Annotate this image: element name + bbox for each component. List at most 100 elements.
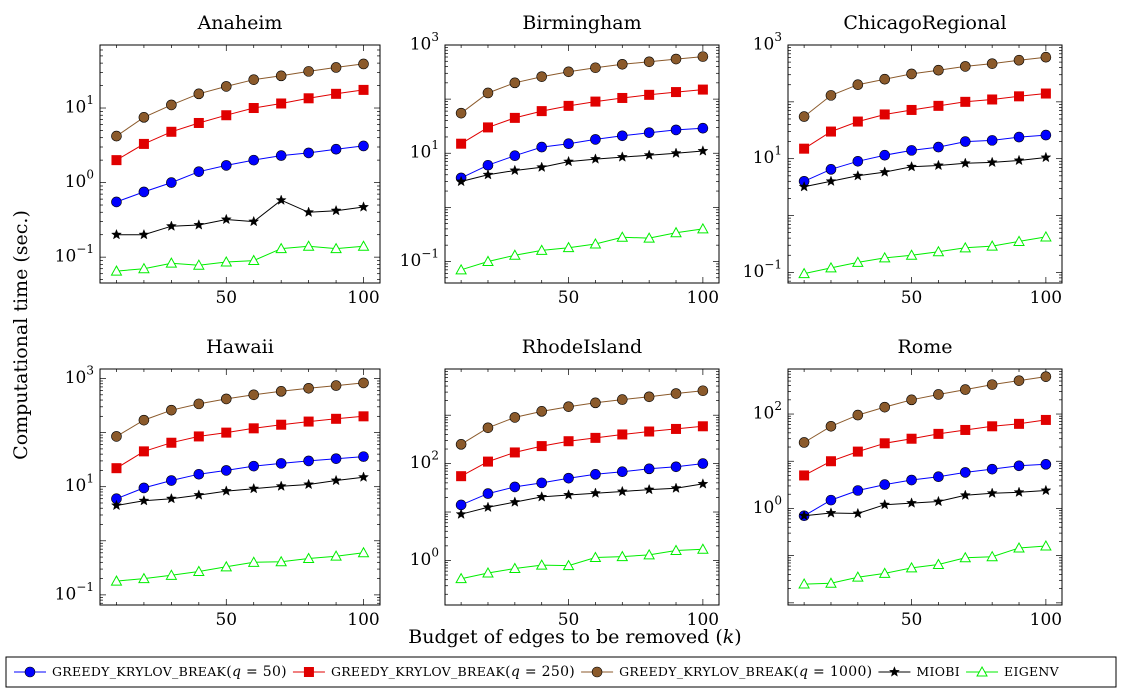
data-point: [1013, 154, 1025, 166]
x-tick-label: 100: [347, 288, 379, 308]
x-tick-label: 50: [558, 610, 580, 630]
data-point: [193, 431, 204, 442]
series-line: [116, 145, 364, 203]
data-point: [959, 241, 972, 253]
data-point: [331, 413, 342, 424]
data-point: [303, 206, 315, 217]
data-point: [1040, 88, 1051, 99]
data-point: [111, 130, 122, 142]
data-point: [697, 222, 709, 234]
data-point: [825, 577, 837, 588]
data-point: [798, 267, 810, 279]
data-point: [798, 111, 810, 122]
data-point: [330, 380, 342, 391]
data-point: [509, 447, 520, 458]
data-point: [330, 242, 342, 254]
data-point: [697, 421, 708, 432]
data-point: [825, 261, 837, 273]
data-point: [275, 458, 287, 469]
data-point: [563, 472, 574, 484]
data-point: [303, 66, 314, 77]
series-line: [460, 548, 703, 580]
data-point: [509, 77, 521, 89]
data-point: [275, 70, 287, 82]
data-point: [986, 463, 998, 475]
data-point: [589, 237, 602, 249]
series-greedy-krylov-break-q-50: [111, 451, 369, 505]
data-point: [193, 468, 205, 480]
data-point: [193, 88, 205, 100]
series-eigenv: [798, 230, 1052, 279]
data-point: [670, 147, 682, 158]
y-tick-label: 102: [410, 448, 439, 473]
data-point: [643, 56, 655, 68]
data-point: [276, 419, 287, 430]
data-point: [536, 441, 547, 452]
series-line: [460, 390, 703, 445]
data-point: [932, 245, 945, 257]
data-point: [138, 494, 150, 506]
data-point: [670, 544, 682, 556]
data-point: [697, 385, 709, 397]
series-line: [460, 483, 703, 515]
plot-frame: [444, 44, 720, 284]
data-point: [959, 136, 971, 147]
legend-item-eigenv: EIGENV: [966, 664, 1059, 679]
data-point: [110, 265, 123, 276]
data-point: [906, 161, 918, 172]
data-point: [303, 93, 314, 104]
data-point: [825, 90, 837, 101]
data-point: [825, 456, 836, 467]
legend-swatch-marker: [976, 665, 988, 677]
x-tick-label: 100: [1030, 288, 1062, 308]
data-point: [221, 110, 232, 121]
data-point: [455, 572, 467, 584]
data-point: [1014, 91, 1025, 102]
data-point: [1013, 54, 1025, 66]
x-tick-label: 50: [901, 610, 923, 630]
y-tick-label: 101: [410, 138, 439, 163]
data-point: [825, 494, 837, 506]
data-point: [482, 422, 494, 434]
data-point: [166, 126, 177, 137]
data-point: [851, 571, 864, 582]
data-point: [697, 84, 708, 95]
series-miobi: [798, 151, 1052, 192]
data-point: [509, 112, 520, 123]
data-point: [357, 546, 370, 558]
data-point: [670, 482, 682, 493]
data-point: [110, 499, 122, 511]
data-point: [671, 423, 682, 434]
data-point: [220, 485, 232, 496]
data-point: [482, 122, 493, 133]
series-line: [460, 127, 703, 179]
data-point: [879, 109, 890, 120]
y-tick-label: 100: [753, 493, 782, 518]
panel-hawaii: Hawaii 10−1 101 103 50 100: [55, 336, 381, 630]
data-point: [852, 507, 864, 519]
data-point: [248, 103, 259, 114]
data-point: [275, 386, 287, 397]
data-point: [906, 145, 917, 156]
data-point: [193, 219, 205, 230]
series-greedy-krylov-break-q-1000: [455, 51, 709, 119]
y-tick-label: 103: [410, 30, 439, 55]
data-point: [563, 100, 574, 111]
legend-swatch-marker: [24, 666, 36, 678]
data-point: [986, 550, 999, 562]
data-point: [482, 255, 494, 266]
data-point: [643, 483, 655, 495]
legend-swatch-marker: [591, 666, 603, 678]
data-point: [986, 58, 998, 69]
data-point: [589, 487, 601, 498]
y-axis-label: Computational time (sec.): [10, 210, 32, 460]
data-point: [644, 89, 655, 100]
legend-swatch-marker: [888, 666, 900, 677]
series-line: [803, 236, 1046, 275]
y-tick-label: 101: [65, 471, 94, 496]
plot-frame: [444, 368, 720, 606]
data-point: [192, 259, 205, 270]
data-point: [852, 485, 864, 496]
data-point: [358, 471, 370, 482]
y-tick-label: 101: [753, 143, 782, 168]
